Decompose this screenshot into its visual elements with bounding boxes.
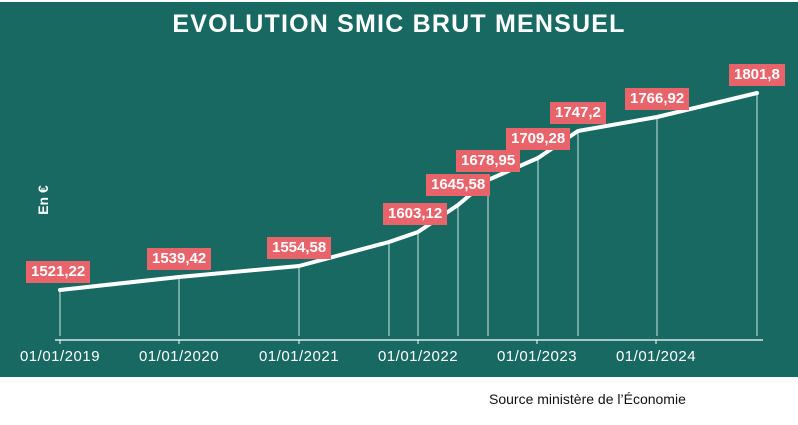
x-tick-label: 01/01/2021 — [258, 348, 340, 365]
chart-title: EVOLUTION SMIC BRUT MENSUEL — [172, 10, 626, 38]
data-label: 1747,2 — [550, 102, 606, 124]
smic-series-line — [58, 91, 759, 292]
drop-lines — [59, 93, 758, 336]
chart-panel — [0, 2, 798, 377]
data-label: 1709,28 — [506, 128, 571, 150]
data-label: 1603,12 — [383, 203, 448, 225]
data-label: 1539,42 — [147, 248, 212, 270]
x-tick-label: 01/01/2019 — [19, 348, 101, 365]
data-label: 1521,22 — [26, 261, 91, 283]
data-label: 1801,8 — [729, 64, 785, 86]
x-tick-label: 01/01/2020 — [138, 348, 220, 365]
x-tick-label: 01/01/2023 — [496, 348, 578, 365]
data-label: 1554,58 — [267, 237, 332, 259]
x-axis-ticks — [59, 340, 657, 344]
data-label: 1766,92 — [625, 88, 690, 110]
data-label: 1645,58 — [426, 174, 491, 196]
x-tick-label: 01/01/2024 — [615, 348, 697, 365]
data-label: 1678,95 — [456, 150, 521, 172]
x-tick-label: 01/01/2022 — [377, 348, 459, 365]
source-note: Source ministère de l’Économie — [489, 391, 686, 407]
